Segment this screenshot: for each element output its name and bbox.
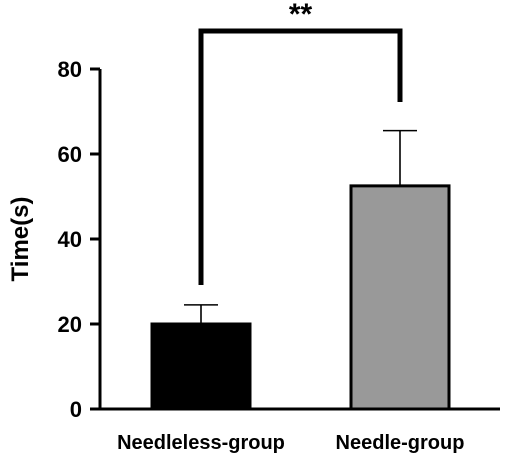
bar	[150, 322, 252, 411]
y-ticks: 0 20 40 60 80	[58, 57, 100, 422]
y-axis-title: Time(s)	[7, 197, 34, 282]
bar	[349, 184, 451, 411]
y-tick-label: 20	[58, 312, 82, 337]
y-tick-label: 80	[58, 57, 82, 82]
x-category-labels: Needleless-group Needle-group	[117, 432, 464, 454]
bars	[150, 184, 451, 411]
significance-bracket: **	[198, 0, 403, 285]
significance-bracket-line	[198, 28, 403, 285]
y-tick-label: 0	[70, 397, 82, 422]
x-category-label: Needle-group	[336, 432, 465, 454]
significance-label: **	[289, 0, 313, 31]
y-tick-label: 60	[58, 142, 82, 167]
error-bars	[184, 129, 417, 324]
x-category-label: Needleless-group	[117, 432, 285, 454]
y-tick-label: 40	[58, 227, 82, 252]
